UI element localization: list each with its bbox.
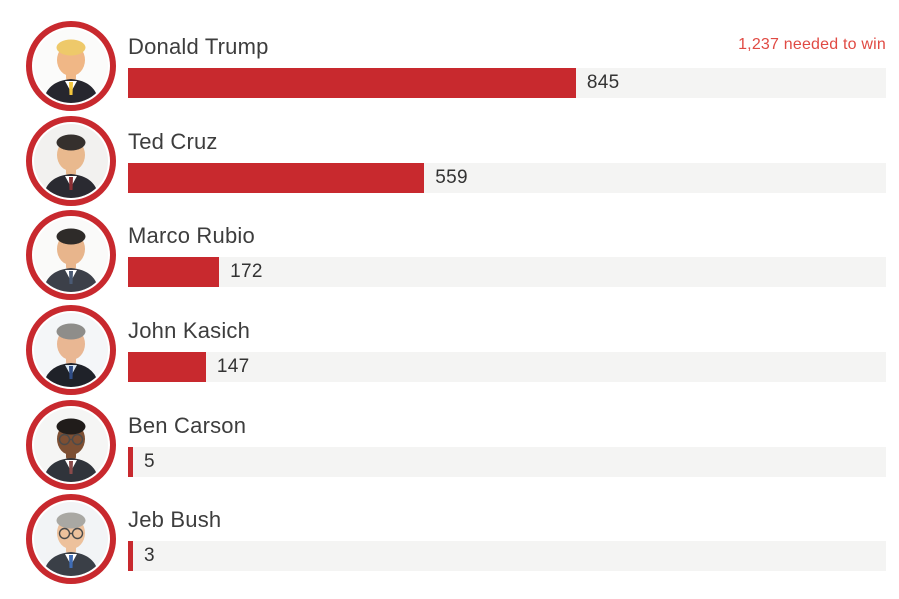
avatar-donald-trump xyxy=(26,21,116,112)
candidate-content: Ted Cruz 559 xyxy=(128,129,886,193)
candidate-name-row: Jeb Bush xyxy=(128,507,886,533)
delegate-bar xyxy=(128,541,133,572)
portrait-marco-rubio-icon xyxy=(34,218,108,293)
delegate-count: 3 xyxy=(144,545,155,567)
portrait-donald-trump-icon xyxy=(34,29,108,104)
delegate-count: 172 xyxy=(230,261,263,283)
candidate-name-row: Marco Rubio xyxy=(128,223,886,249)
avatar-ted-cruz xyxy=(26,115,116,206)
avatar-marco-rubio xyxy=(26,210,116,301)
delegate-bar xyxy=(128,68,576,99)
needed-to-win-label: 1,237 needed to win xyxy=(738,36,886,53)
candidate-content: Ben Carson 5 xyxy=(128,413,886,477)
candidate-name: Donald Trump xyxy=(128,34,269,60)
delegate-count: 5 xyxy=(144,450,155,472)
candidate-row-marco-rubio: Marco Rubio 172 xyxy=(26,208,886,303)
delegate-track: 5 xyxy=(128,446,886,477)
portrait-ted-cruz-icon xyxy=(34,123,108,198)
candidate-name: Jeb Bush xyxy=(128,507,222,533)
delegate-bar xyxy=(128,257,220,288)
candidate-content: Marco Rubio 172 xyxy=(128,223,886,288)
candidate-name: John Kasich xyxy=(128,318,251,344)
delegate-bar xyxy=(128,352,206,383)
candidate-content: John Kasich 147 xyxy=(128,318,886,383)
candidate-row-jeb-bush: Jeb Bush 3 xyxy=(26,492,886,587)
delegate-track: 3 xyxy=(128,541,886,572)
delegate-track: 559 xyxy=(128,162,886,193)
delegate-count: 845 xyxy=(586,72,620,94)
delegate-count: 147 xyxy=(216,356,250,378)
portrait-ben-carson-icon xyxy=(34,407,108,482)
portrait-jeb-bush-icon xyxy=(34,502,108,577)
avatar-ben-carson xyxy=(26,399,116,490)
delegate-bar xyxy=(128,446,133,477)
delegate-count: 559 xyxy=(435,166,468,188)
candidate-row-ted-cruz: Ted Cruz 559 xyxy=(26,114,886,209)
candidate-list: Donald Trump 845 xyxy=(26,19,886,587)
candidate-name-row: John Kasich xyxy=(128,318,886,344)
candidate-content: Jeb Bush 3 xyxy=(128,507,886,572)
candidate-name: Ted Cruz xyxy=(128,128,218,154)
avatar-john-kasich xyxy=(26,305,116,396)
avatar-jeb-bush xyxy=(26,494,116,585)
delegate-track: 172 xyxy=(128,257,886,288)
candidate-row-ben-carson: Ben Carson 5 xyxy=(26,397,886,492)
candidate-row-john-kasich: John Kasich 147 xyxy=(26,303,886,398)
delegate-bar xyxy=(128,162,425,193)
delegate-track: 147 xyxy=(128,352,886,383)
candidate-name-row: Donald Trump xyxy=(128,34,886,60)
delegate-track: 845 xyxy=(128,68,886,99)
candidate-name-row: Ben Carson xyxy=(128,413,886,439)
candidate-name: Ben Carson xyxy=(128,412,247,438)
candidate-name-row: Ted Cruz xyxy=(128,129,886,155)
candidate-name: Marco Rubio xyxy=(128,223,255,249)
candidate-row-donald-trump: Donald Trump 845 xyxy=(26,19,886,114)
portrait-john-kasich-icon xyxy=(34,313,108,388)
candidate-content: Donald Trump 845 xyxy=(128,34,886,99)
